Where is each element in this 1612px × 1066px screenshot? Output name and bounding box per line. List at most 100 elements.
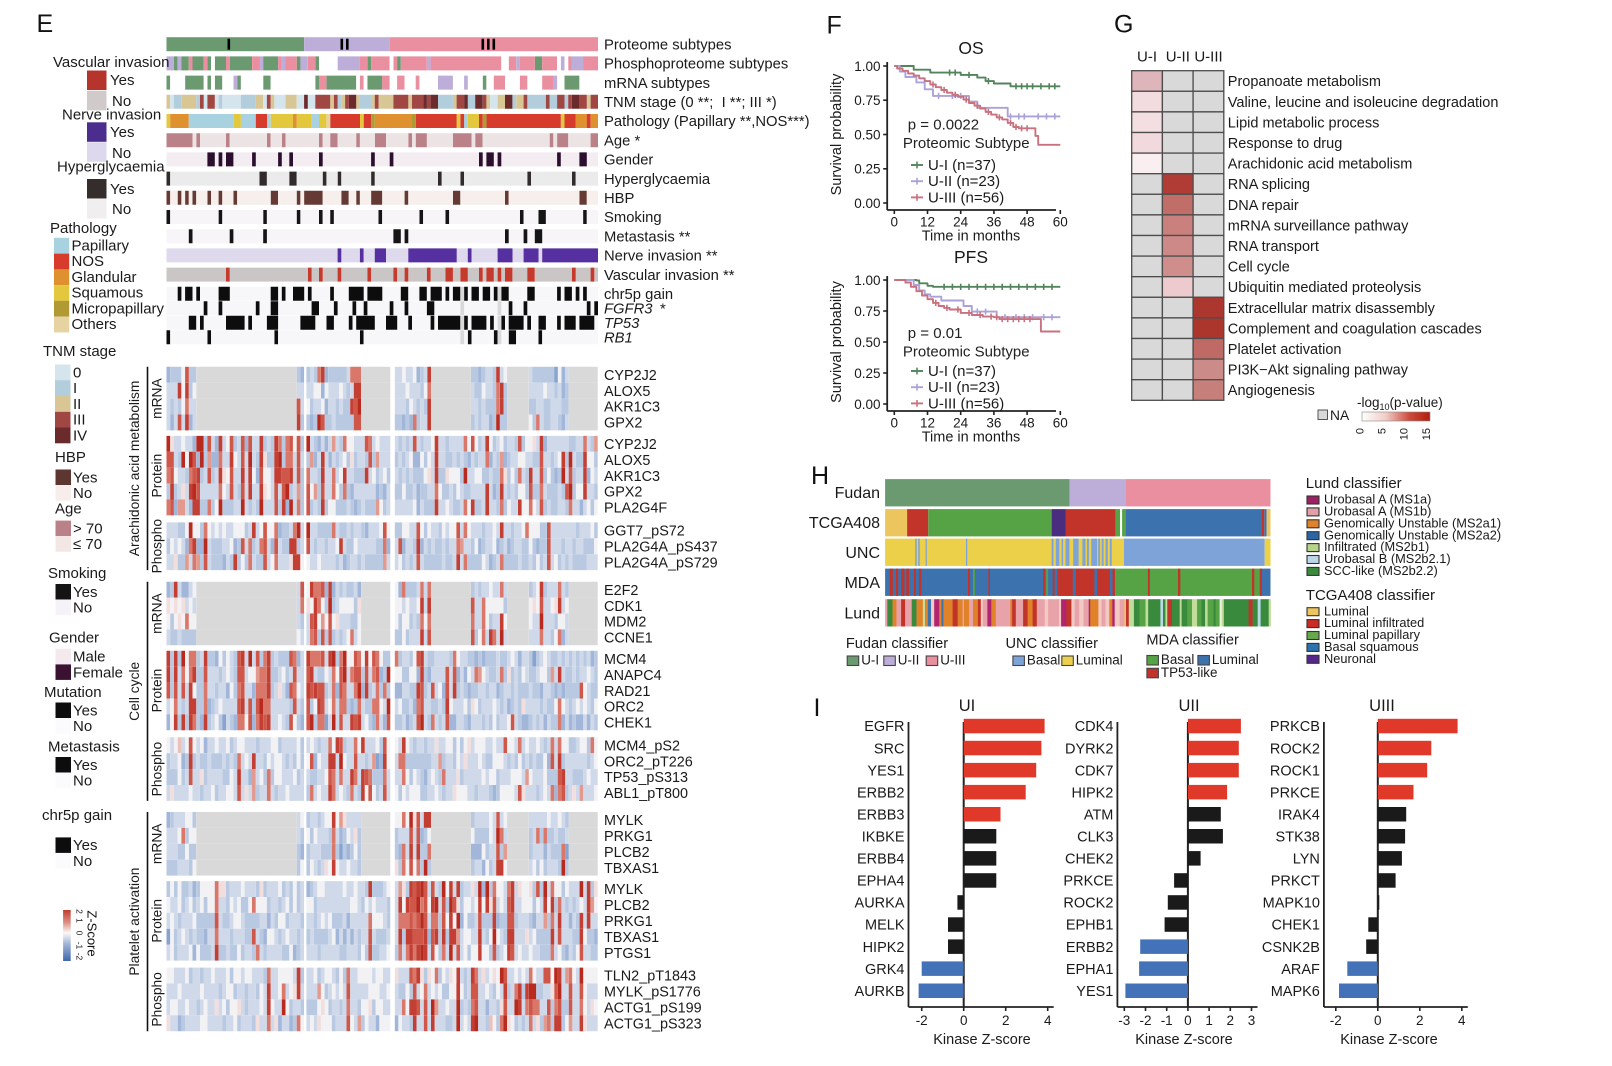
svg-text:U-I (n=37): U-I (n=37) <box>928 363 996 380</box>
svg-text:1: 1 <box>1205 1013 1213 1028</box>
svg-text:CCNE1: CCNE1 <box>604 631 653 647</box>
svg-text:E: E <box>37 10 54 38</box>
svg-text:Hyperglycaemia: Hyperglycaemia <box>604 172 711 188</box>
svg-text:Luminal papillary: Luminal papillary <box>1324 627 1421 642</box>
svg-text:H: H <box>811 462 829 490</box>
svg-text:Kinase Z-score: Kinase Z-score <box>1340 1032 1438 1048</box>
svg-text:U-I: U-I <box>861 653 879 668</box>
svg-text:CHEK1: CHEK1 <box>604 716 652 732</box>
svg-text:p = 0.01: p = 0.01 <box>908 325 963 342</box>
svg-text:chr5p gain: chr5p gain <box>42 807 112 824</box>
svg-text:Urobasal A (MS1a): Urobasal A (MS1a) <box>1324 492 1431 507</box>
svg-text:PLA2G4A_pS729: PLA2G4A_pS729 <box>604 555 718 571</box>
svg-text:No: No <box>73 773 92 790</box>
svg-text:F: F <box>827 12 842 40</box>
svg-text:Luminal: Luminal <box>1212 652 1259 667</box>
svg-text:12: 12 <box>920 215 935 230</box>
svg-text:Urobasal A (MS1b): Urobasal A (MS1b) <box>1324 504 1431 519</box>
svg-text:Papillary: Papillary <box>72 237 130 254</box>
svg-text:Protein: Protein <box>150 669 165 713</box>
svg-text:EPHB1: EPHB1 <box>1066 918 1114 934</box>
svg-text:MCM4: MCM4 <box>604 652 646 668</box>
svg-text:0: 0 <box>960 1013 968 1028</box>
svg-text:TBXAS1: TBXAS1 <box>604 930 659 946</box>
svg-text:Luminal: Luminal <box>1324 603 1369 618</box>
svg-text:MYLK: MYLK <box>604 882 644 898</box>
svg-text:FGFR3: FGFR3 <box>604 301 653 317</box>
svg-text:PTGS1: PTGS1 <box>604 946 651 962</box>
svg-text:Basal: Basal <box>1027 653 1061 668</box>
svg-text:Gender: Gender <box>49 630 99 647</box>
svg-text:LYN: LYN <box>1293 852 1320 868</box>
svg-text:CDK4: CDK4 <box>1075 719 1114 735</box>
svg-text:mRNA: mRNA <box>150 377 165 418</box>
svg-text:36: 36 <box>986 215 1001 230</box>
svg-text:GRK4: GRK4 <box>865 962 905 978</box>
svg-text:DNA repair: DNA repair <box>1228 198 1299 214</box>
svg-text:Ubiquitin mediated proteolysis: Ubiquitin mediated proteolysis <box>1228 280 1421 296</box>
svg-text:Time in months: Time in months <box>922 229 1021 245</box>
svg-text:Kinase Z-score: Kinase Z-score <box>933 1032 1031 1048</box>
svg-text:ERBB2: ERBB2 <box>857 785 905 801</box>
svg-text:Kinase Z-score: Kinase Z-score <box>1135 1032 1233 1048</box>
svg-text:Platelet activation: Platelet activation <box>1228 342 1342 358</box>
svg-text:ERBB3: ERBB3 <box>857 807 905 823</box>
svg-text:UNC: UNC <box>845 545 880 562</box>
svg-text:15: 15 <box>1421 428 1433 440</box>
svg-text:Mutation: Mutation <box>44 684 102 701</box>
svg-text:No: No <box>73 718 92 735</box>
svg-text:MAPK10: MAPK10 <box>1263 896 1320 912</box>
svg-text:AKR1C3: AKR1C3 <box>604 469 660 485</box>
svg-text:Genomically Unstable (MS2a2): Genomically Unstable (MS2a2) <box>1324 527 1501 542</box>
svg-text:UNC classifier: UNC classifier <box>1006 636 1099 652</box>
svg-text:4: 4 <box>1458 1013 1466 1028</box>
svg-text:Smoking: Smoking <box>48 565 106 582</box>
svg-text:60: 60 <box>1053 416 1068 431</box>
svg-text:chr5p gain: chr5p gain <box>604 287 673 303</box>
svg-text:RNA splicing: RNA splicing <box>1228 177 1310 193</box>
svg-text:ROCK1: ROCK1 <box>1270 763 1320 779</box>
svg-text:Response to drug: Response to drug <box>1228 136 1342 152</box>
svg-text:U-I (n=37): U-I (n=37) <box>928 157 996 174</box>
svg-text:GPX2: GPX2 <box>604 485 642 501</box>
svg-text:Time in months: Time in months <box>922 430 1021 446</box>
svg-text:PRKCE: PRKCE <box>1063 874 1113 890</box>
svg-text:-2: -2 <box>916 1013 928 1028</box>
svg-text:Phosphoproteome subtypes: Phosphoproteome subtypes <box>604 57 788 73</box>
svg-text:RNA transport: RNA transport <box>1228 239 1319 255</box>
svg-text:Metastasis: Metastasis <box>48 739 120 756</box>
svg-text:2: 2 <box>1416 1013 1424 1028</box>
svg-text:0.25: 0.25 <box>854 366 880 381</box>
svg-text:0.00: 0.00 <box>854 196 880 211</box>
svg-text:PLA2G4F: PLA2G4F <box>604 501 667 517</box>
svg-text:EGFR: EGFR <box>864 719 904 735</box>
svg-text:E2F2: E2F2 <box>604 583 638 599</box>
svg-text:Phospho: Phospho <box>150 972 165 1027</box>
svg-text:U-II: U-II <box>898 653 920 668</box>
svg-text:Yes: Yes <box>110 72 134 89</box>
svg-text:ERBB4: ERBB4 <box>857 852 905 868</box>
svg-text:ROCK2: ROCK2 <box>1063 896 1113 912</box>
svg-text:Pathology (Papillary **,NOS***: Pathology (Papillary **,NOS***) <box>604 114 810 130</box>
svg-text:Gender: Gender <box>604 153 653 169</box>
svg-text:1.00: 1.00 <box>854 273 880 288</box>
svg-text:Yes: Yes <box>73 469 97 486</box>
svg-text:No: No <box>112 201 131 218</box>
svg-text:ORC2_pT226: ORC2_pT226 <box>604 754 693 770</box>
svg-text:Protein: Protein <box>150 454 165 498</box>
svg-text:Yes: Yes <box>110 124 134 141</box>
svg-text:No: No <box>73 485 92 502</box>
svg-text:0: 0 <box>1355 428 1367 434</box>
svg-text:TCGA408: TCGA408 <box>809 515 880 532</box>
svg-text:Luminal infiltrated: Luminal infiltrated <box>1324 615 1424 630</box>
svg-text:Proteome subtypes: Proteome subtypes <box>604 37 732 53</box>
svg-text:IV: IV <box>73 427 87 444</box>
svg-text:PRKCB: PRKCB <box>1270 719 1320 735</box>
svg-text:TNM stage: TNM stage <box>43 343 116 360</box>
svg-text:2: 2 <box>75 909 85 914</box>
svg-text:ALOX5: ALOX5 <box>604 453 650 469</box>
svg-text:Yes: Yes <box>73 837 97 854</box>
svg-text:U-III (n=56): U-III (n=56) <box>928 395 1004 412</box>
svg-text:NA: NA <box>1330 408 1350 423</box>
svg-text:U-II (n=23): U-II (n=23) <box>928 379 1000 396</box>
